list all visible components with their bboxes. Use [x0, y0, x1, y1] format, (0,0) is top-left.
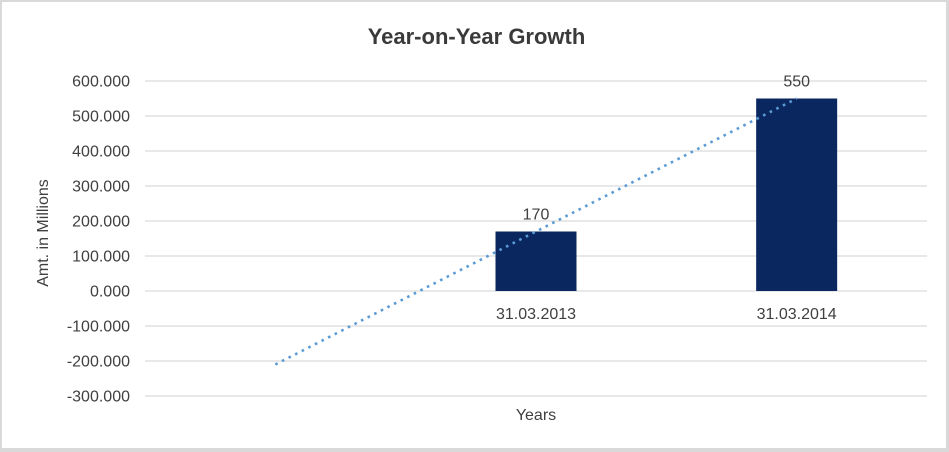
y-tick-label: 500.000	[72, 109, 130, 126]
bar-value-label: 170	[523, 207, 550, 224]
x-category-label: 31.03.2014	[757, 306, 837, 323]
bar-31.03.2013	[495, 231, 577, 291]
y-tick-label: 400.000	[72, 144, 130, 161]
x-axis-title: Years	[515, 407, 557, 424]
bar-31.03.2014	[756, 98, 838, 291]
bar-value-label: 550	[783, 74, 810, 91]
y-tick-label: 100.000	[72, 249, 130, 266]
x-category-label: 31.03.2013	[496, 306, 576, 323]
y-tick-label: -200.000	[67, 354, 130, 371]
y-tick-label: 200.000	[72, 214, 130, 231]
y-axis-title: Amt. in Millions	[35, 179, 52, 287]
y-tick-label: -300.000	[67, 389, 130, 406]
y-tick-label: -100.000	[67, 319, 130, 336]
y-tick-label: 600.000	[72, 74, 130, 91]
trendline	[274, 97, 798, 366]
chart-title: Year-on-Year Growth	[367, 24, 586, 49]
y-tick-label: 300.000	[72, 179, 130, 196]
y-tick-label: 0.000	[90, 284, 130, 301]
